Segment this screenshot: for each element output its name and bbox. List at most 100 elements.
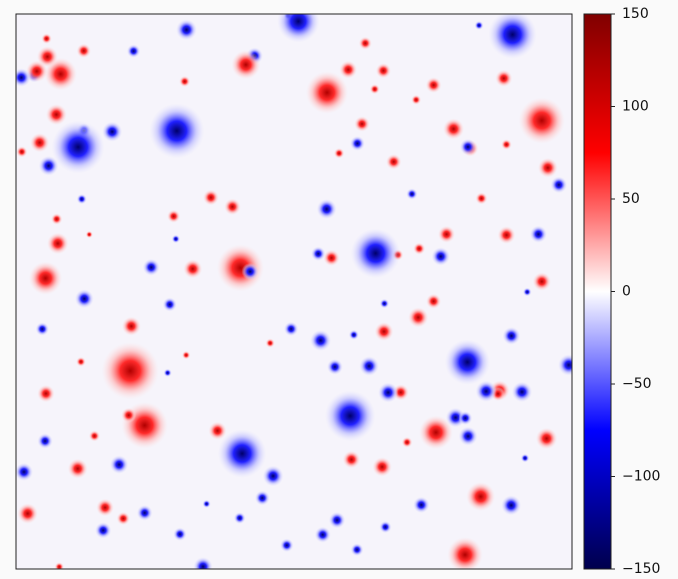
vortex [116, 511, 130, 526]
colorbar-tick-label: 100 [622, 99, 649, 115]
colorbar-tick-label: −150 [622, 561, 660, 577]
vortex [167, 209, 181, 223]
vortex [532, 272, 551, 291]
vorticity-field [16, 14, 572, 569]
vortex [314, 526, 331, 543]
vortex [76, 356, 86, 367]
field-background [16, 14, 572, 569]
vortex [224, 198, 241, 215]
vortex [231, 50, 261, 80]
vortex [350, 228, 401, 279]
vortex [163, 368, 172, 377]
vortex [241, 262, 259, 281]
colorbar-tick-label: 150 [622, 6, 649, 22]
vortex [475, 192, 488, 205]
colorbar-tick-label: 0 [622, 284, 631, 300]
colorbar-tick-label: 50 [622, 191, 640, 207]
vortex [458, 426, 478, 446]
vortex [501, 139, 512, 150]
vortex [67, 458, 88, 479]
vortex [171, 234, 181, 244]
vortex [502, 326, 521, 345]
vortex [522, 287, 532, 297]
vortex [378, 382, 399, 403]
vortex [38, 155, 59, 176]
vortex [16, 68, 31, 87]
vortex [401, 436, 413, 448]
vortex [535, 427, 558, 450]
vortex [354, 116, 370, 132]
vortex [327, 358, 343, 375]
vortex [310, 329, 332, 351]
vortex [76, 193, 87, 205]
vortex [425, 77, 442, 93]
vortex [265, 338, 275, 348]
vortex [16, 146, 28, 158]
vortex [444, 339, 491, 385]
vortex [426, 293, 442, 309]
vortex [379, 298, 390, 309]
vortex [406, 188, 418, 200]
vortex [520, 453, 530, 463]
vortex [550, 176, 568, 194]
vortex [88, 430, 101, 442]
vortex [51, 213, 63, 225]
vortex [511, 381, 533, 403]
vortex [324, 390, 376, 442]
vortex [35, 322, 49, 336]
vortex [41, 33, 52, 44]
vortex [74, 289, 94, 309]
vortex [37, 384, 55, 403]
vortex [408, 307, 429, 328]
vortex [85, 230, 93, 239]
vortex [342, 450, 361, 469]
vortex [459, 138, 477, 156]
vortex [179, 75, 191, 88]
vortex [413, 496, 430, 514]
vortex [375, 63, 391, 79]
vortex [47, 232, 69, 255]
vortex [529, 225, 547, 243]
vortex [54, 562, 65, 569]
vortex [101, 342, 159, 400]
vortex [323, 249, 340, 267]
vortex [173, 527, 187, 541]
vortex [280, 538, 294, 553]
colorbar-tick-label: −50 [622, 376, 652, 392]
vortex [501, 495, 522, 516]
vortex [518, 97, 565, 144]
vortex [537, 157, 558, 178]
vortex [254, 490, 270, 506]
vortex [28, 261, 63, 295]
vortex [217, 429, 267, 478]
vortex [411, 94, 422, 105]
vortex [126, 44, 141, 58]
vortex [162, 297, 177, 312]
vortex [102, 121, 123, 142]
vortex [76, 43, 91, 58]
vortex [142, 258, 160, 276]
vortex [495, 69, 513, 87]
colorbar-tick-label: −100 [622, 469, 660, 485]
plot-frame [15, 13, 573, 570]
vortex [37, 433, 53, 449]
vortex [262, 465, 284, 487]
vortex [339, 60, 358, 79]
vortex [121, 316, 141, 336]
vortex [311, 246, 326, 261]
vortex [16, 462, 34, 481]
vortex [193, 557, 213, 569]
vortex [488, 14, 537, 59]
vortex [149, 103, 205, 159]
vortex [350, 543, 364, 557]
vortex [438, 225, 455, 243]
vortex [316, 199, 337, 220]
vortex [203, 189, 219, 206]
vortex [181, 350, 191, 360]
vortex [379, 520, 392, 534]
vortex [431, 247, 450, 266]
colorbar [583, 13, 612, 570]
vortex [26, 60, 48, 83]
vortex [372, 457, 392, 477]
